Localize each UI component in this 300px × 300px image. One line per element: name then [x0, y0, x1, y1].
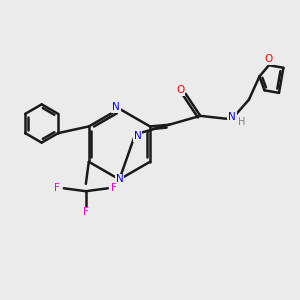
- Text: F: F: [83, 207, 89, 218]
- Text: O: O: [265, 54, 273, 64]
- Text: N: N: [228, 112, 236, 122]
- Text: F: F: [112, 183, 117, 193]
- Text: N: N: [112, 102, 120, 112]
- Text: O: O: [176, 85, 184, 95]
- Text: F: F: [54, 183, 60, 193]
- Text: H: H: [238, 117, 246, 127]
- Text: N: N: [134, 131, 141, 141]
- Text: N: N: [116, 174, 123, 184]
